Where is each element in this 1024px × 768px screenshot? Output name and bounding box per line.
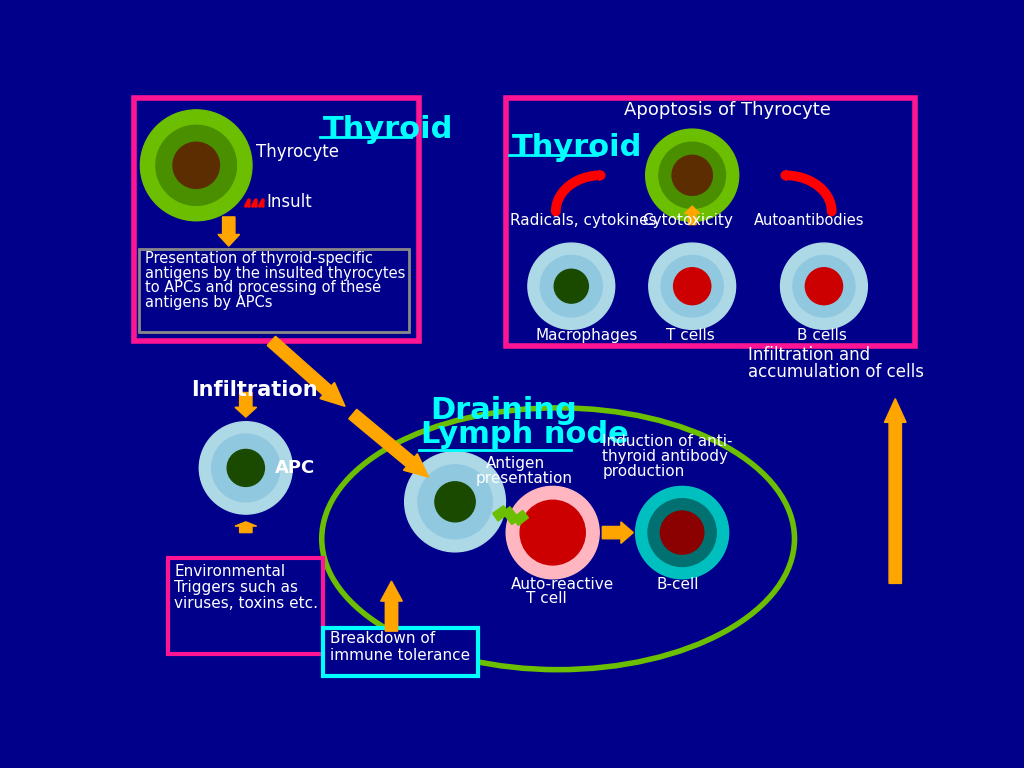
Text: Insult: Insult: [266, 194, 311, 211]
Text: Presentation of thyroid-specific: Presentation of thyroid-specific: [145, 251, 373, 266]
Polygon shape: [598, 170, 601, 180]
Circle shape: [648, 498, 716, 567]
Circle shape: [646, 129, 738, 221]
Circle shape: [793, 256, 855, 317]
Polygon shape: [785, 170, 788, 180]
Text: Macrophages: Macrophages: [536, 328, 638, 343]
Ellipse shape: [322, 408, 795, 670]
Circle shape: [200, 422, 292, 514]
Text: Induction of anti-: Induction of anti-: [602, 435, 733, 449]
Circle shape: [140, 110, 252, 220]
Text: Thyroid: Thyroid: [512, 133, 642, 162]
Text: accumulation of cells: accumulation of cells: [748, 363, 924, 381]
Text: Infiltration and: Infiltration and: [748, 346, 870, 364]
Text: Lymph node: Lymph node: [421, 420, 629, 449]
Text: Radicals, cytokines: Radicals, cytokines: [510, 213, 656, 227]
Circle shape: [674, 268, 711, 305]
Circle shape: [520, 500, 586, 565]
Text: Autoantibodies: Autoantibodies: [755, 213, 864, 227]
Polygon shape: [349, 409, 429, 477]
Polygon shape: [885, 399, 906, 584]
Circle shape: [418, 465, 493, 539]
Text: Apoptosis of Thyrocyte: Apoptosis of Thyrocyte: [624, 101, 830, 119]
FancyBboxPatch shape: [139, 250, 409, 333]
Circle shape: [636, 486, 729, 579]
FancyBboxPatch shape: [134, 98, 420, 341]
Polygon shape: [234, 521, 257, 532]
Polygon shape: [602, 521, 633, 544]
Circle shape: [227, 449, 264, 486]
Text: T cells: T cells: [666, 328, 715, 343]
Polygon shape: [234, 392, 257, 417]
Circle shape: [404, 452, 506, 552]
Text: T cell: T cell: [526, 591, 567, 607]
Text: Triggers such as: Triggers such as: [174, 580, 299, 595]
Text: Cytotoxicity: Cytotoxicity: [643, 213, 733, 227]
Circle shape: [212, 434, 280, 502]
Text: Thyroid: Thyroid: [324, 114, 454, 144]
Text: immune tolerance: immune tolerance: [330, 648, 470, 664]
FancyBboxPatch shape: [168, 558, 324, 654]
Text: Breakdown of: Breakdown of: [330, 631, 434, 647]
Polygon shape: [513, 511, 528, 525]
Circle shape: [805, 268, 843, 305]
Polygon shape: [503, 507, 519, 525]
Text: Thyrocyte: Thyrocyte: [256, 143, 339, 161]
Text: production: production: [602, 464, 685, 478]
Circle shape: [662, 256, 723, 317]
FancyBboxPatch shape: [506, 98, 915, 346]
Polygon shape: [218, 217, 240, 247]
Text: Infiltration: Infiltration: [191, 380, 318, 400]
Circle shape: [780, 243, 867, 329]
Text: Antigen: Antigen: [486, 456, 545, 471]
Text: APC: APC: [275, 459, 315, 477]
Text: thyroid antibody: thyroid antibody: [602, 449, 728, 464]
Text: to APCs and processing of these: to APCs and processing of these: [145, 280, 381, 296]
Polygon shape: [684, 206, 700, 224]
Polygon shape: [493, 506, 509, 521]
Circle shape: [672, 155, 713, 195]
Text: viruses, toxins etc.: viruses, toxins etc.: [174, 596, 318, 611]
Circle shape: [541, 256, 602, 317]
Text: B cells: B cells: [797, 328, 847, 343]
Circle shape: [554, 270, 589, 303]
Polygon shape: [381, 581, 402, 631]
Circle shape: [528, 243, 614, 329]
Circle shape: [435, 482, 475, 521]
Circle shape: [156, 125, 237, 205]
Text: B-cell: B-cell: [656, 577, 699, 592]
Text: Auto-reactive: Auto-reactive: [511, 577, 614, 592]
FancyBboxPatch shape: [324, 628, 478, 676]
Text: antigens by APCs: antigens by APCs: [145, 295, 272, 310]
Text: Environmental: Environmental: [174, 564, 286, 579]
Polygon shape: [267, 336, 345, 406]
Circle shape: [660, 511, 703, 554]
Text: antigens by the insulted thyrocytes: antigens by the insulted thyrocytes: [145, 266, 406, 281]
Circle shape: [658, 142, 726, 208]
Circle shape: [649, 243, 735, 329]
Text: presentation: presentation: [476, 471, 573, 485]
Text: Draining: Draining: [430, 396, 577, 425]
Circle shape: [506, 486, 599, 579]
Circle shape: [173, 142, 219, 188]
